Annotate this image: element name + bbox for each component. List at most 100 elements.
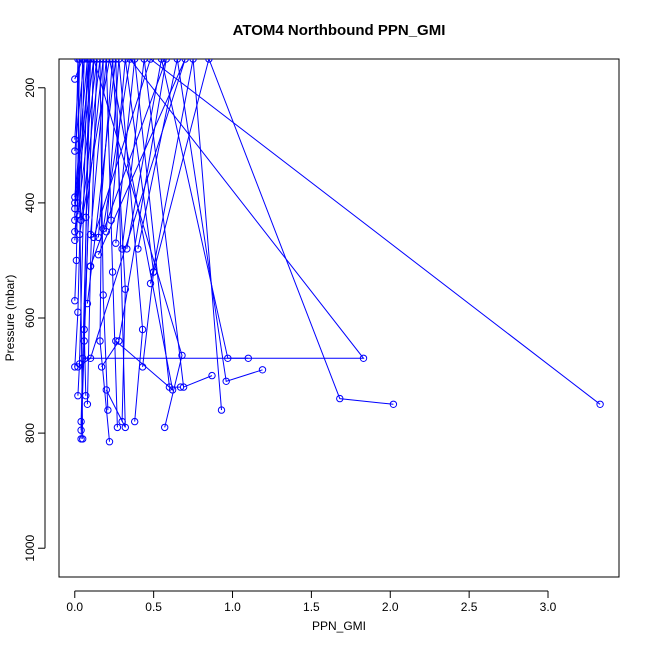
data-point [97,363,106,371]
data-point [102,59,110,63]
data-point [161,423,169,432]
data-point [99,291,107,299]
data-point [112,239,120,247]
data-point [208,371,216,380]
data-point [74,59,82,63]
data-point [107,216,115,224]
data-point [96,59,104,63]
profile-line [90,59,167,368]
data-point [168,386,177,394]
plot-frame [58,58,620,578]
x-tick-label: 2.0 [382,600,399,614]
data-point [96,337,104,345]
data-point [389,400,398,408]
data-point [178,351,186,360]
data-point [82,392,90,400]
y-tick-label: 600 [23,308,37,328]
data-point [162,59,170,63]
data-point [596,400,604,408]
profile-line [74,59,84,439]
data-point [179,383,188,391]
x-tick-label: 2.5 [461,600,478,614]
data-point [71,135,79,144]
data-point [80,337,88,345]
data-point [105,438,114,446]
x-tick-label: 0.0 [66,600,83,614]
plot-area [71,59,604,446]
y-tick-label: 200 [23,77,37,97]
data-point [74,210,82,219]
data-point [90,59,98,63]
data-point [102,386,111,394]
data-point [336,394,344,403]
data-point [258,366,267,374]
data-point [74,392,82,400]
profile-line [137,59,263,382]
data-point [83,299,92,308]
data-point [115,337,123,345]
x-tick-label: 1.5 [303,600,320,614]
data-point [121,59,129,63]
data-point [222,377,230,385]
data-point [112,59,120,63]
data-point [105,59,114,63]
data-point [113,423,122,432]
data-point [189,59,197,63]
x-axis: 0.0 0.5 1.0 1.5 2.0 2.5 3.0 [66,590,557,614]
x-tick-label: 0.5 [145,600,162,614]
profile-line [77,59,186,368]
profile-line [153,59,394,405]
data-point [115,59,123,63]
data-point [79,435,87,443]
data-point [359,354,368,362]
data-point [85,59,93,63]
data-point [75,230,84,239]
data-point [131,417,139,426]
x-tick-label: 3.0 [540,600,557,614]
profile-line [93,59,601,405]
x-tick-label: 1.0 [224,600,241,614]
data-point [74,363,82,371]
x-axis-label: PPN_GMI [312,619,366,633]
data-point [94,251,103,259]
data-point [131,59,139,63]
data-point [140,59,148,63]
data-point [86,262,95,270]
profile-line [90,59,118,428]
data-point [138,325,147,334]
data-point [126,59,134,63]
data-point [104,406,112,414]
chart-title: ATOM4 Northbound PPN_GMI [233,22,446,39]
data-point [108,59,117,63]
y-tick-label: 400 [23,193,37,213]
data-point [205,59,213,63]
data-point [123,245,131,253]
data-point [83,400,92,408]
y-tick-label: 1000 [23,535,37,562]
data-point [181,59,189,63]
data-point [93,59,101,63]
data-point [121,423,130,432]
data-point [146,59,155,63]
profile-line [79,59,174,392]
data-point [90,233,98,242]
data-point [79,354,87,362]
data-point [99,59,107,63]
profile-line [150,59,222,411]
y-tick-label: 800 [23,423,37,443]
data-point [146,279,155,288]
profile-line [77,59,98,405]
profile-line [82,59,365,359]
profile-line [105,59,144,422]
profile-line [121,59,213,388]
data-point [80,59,88,63]
data-point [173,59,181,63]
profile-line [86,59,126,428]
data-point [86,354,95,362]
data-point [108,268,117,276]
data-point [71,236,79,245]
y-axis-label: Pressure (mbar) [3,275,17,362]
data-point [157,59,166,63]
data-point [71,147,79,155]
